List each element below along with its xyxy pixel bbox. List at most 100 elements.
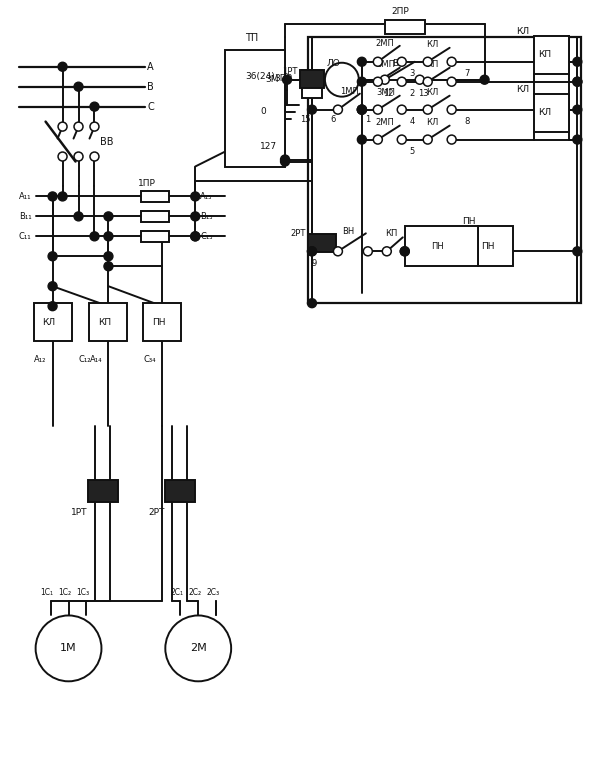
Circle shape bbox=[90, 152, 99, 161]
Text: A: A bbox=[148, 62, 154, 72]
Circle shape bbox=[307, 247, 316, 256]
Circle shape bbox=[307, 247, 316, 256]
Text: A₁₁: A₁₁ bbox=[19, 192, 31, 201]
Circle shape bbox=[104, 262, 113, 271]
Text: 5: 5 bbox=[410, 147, 415, 156]
Bar bbox=[165, 480, 195, 502]
Bar bbox=[535, 94, 569, 132]
Text: ЛО: ЛО bbox=[327, 59, 341, 69]
Circle shape bbox=[573, 247, 582, 256]
Text: 6: 6 bbox=[330, 115, 335, 124]
Circle shape bbox=[397, 77, 406, 86]
Circle shape bbox=[480, 76, 489, 84]
Circle shape bbox=[358, 105, 367, 114]
Text: 2МП: 2МП bbox=[376, 118, 395, 127]
Circle shape bbox=[74, 122, 83, 131]
Text: 1РТ: 1РТ bbox=[71, 508, 87, 517]
Circle shape bbox=[58, 62, 67, 71]
Text: 0: 0 bbox=[260, 107, 266, 116]
Bar bbox=[88, 480, 118, 502]
Circle shape bbox=[74, 82, 83, 91]
Text: 13: 13 bbox=[418, 89, 428, 98]
Text: 7: 7 bbox=[464, 69, 470, 78]
Text: C₁₃: C₁₃ bbox=[200, 232, 213, 241]
Circle shape bbox=[400, 247, 409, 256]
Bar bbox=[385, 20, 425, 34]
Circle shape bbox=[397, 57, 406, 66]
Bar bbox=[308, 234, 336, 252]
Circle shape bbox=[573, 57, 582, 66]
Circle shape bbox=[191, 232, 200, 241]
Bar bbox=[225, 50, 285, 167]
Text: ВВ: ВВ bbox=[100, 136, 114, 146]
Text: 1ПР: 1ПР bbox=[139, 179, 156, 188]
Circle shape bbox=[447, 57, 456, 66]
Bar bbox=[89, 303, 127, 341]
Text: 11: 11 bbox=[460, 242, 470, 251]
Circle shape bbox=[281, 157, 290, 166]
Text: КП: КП bbox=[385, 229, 397, 237]
Bar bbox=[143, 303, 181, 341]
Circle shape bbox=[423, 57, 432, 66]
Text: 15: 15 bbox=[300, 115, 311, 124]
Text: 1РТ: 1РТ bbox=[282, 67, 298, 76]
Text: 4: 4 bbox=[410, 117, 415, 126]
Text: ПН: ПН bbox=[482, 242, 495, 251]
Text: ВН: ВН bbox=[342, 227, 354, 236]
Circle shape bbox=[191, 192, 200, 201]
Text: 2РТ: 2РТ bbox=[148, 508, 165, 517]
Circle shape bbox=[48, 281, 57, 291]
Text: B₁₁: B₁₁ bbox=[19, 212, 31, 221]
Text: 1С₁: 1С₁ bbox=[41, 588, 53, 597]
Circle shape bbox=[104, 232, 113, 241]
Circle shape bbox=[358, 57, 367, 66]
Circle shape bbox=[325, 62, 359, 96]
Text: 1: 1 bbox=[365, 115, 370, 124]
Circle shape bbox=[400, 247, 409, 256]
Text: КЛ: КЛ bbox=[426, 118, 438, 127]
Circle shape bbox=[358, 105, 367, 114]
Circle shape bbox=[397, 105, 406, 114]
Bar bbox=[405, 227, 478, 266]
Text: КЛ: КЛ bbox=[426, 88, 438, 97]
Circle shape bbox=[74, 152, 83, 161]
Text: 1М: 1М bbox=[60, 643, 77, 653]
Circle shape bbox=[48, 192, 57, 201]
Circle shape bbox=[397, 135, 406, 144]
Text: 9: 9 bbox=[312, 259, 317, 268]
Circle shape bbox=[447, 77, 456, 86]
Text: КЛ: КЛ bbox=[517, 27, 530, 36]
Circle shape bbox=[364, 247, 373, 256]
Text: 36(24): 36(24) bbox=[245, 72, 275, 81]
Bar bbox=[142, 211, 169, 222]
Circle shape bbox=[104, 252, 113, 261]
Circle shape bbox=[380, 76, 389, 84]
Bar bbox=[535, 35, 569, 74]
Circle shape bbox=[48, 301, 57, 311]
Text: 3МП: 3МП bbox=[376, 88, 395, 97]
Circle shape bbox=[358, 135, 367, 144]
Circle shape bbox=[373, 135, 382, 144]
Text: 2РТ: 2РТ bbox=[290, 229, 305, 237]
Circle shape bbox=[48, 252, 57, 261]
Bar bbox=[478, 227, 512, 266]
Text: 1С₃: 1С₃ bbox=[77, 588, 89, 597]
Text: 10: 10 bbox=[410, 259, 420, 268]
Text: 3М: 3М bbox=[265, 76, 278, 84]
Bar bbox=[34, 303, 71, 341]
Circle shape bbox=[166, 615, 231, 682]
Text: 1С₂: 1С₂ bbox=[59, 588, 71, 597]
Bar bbox=[142, 231, 169, 242]
Text: 8: 8 bbox=[464, 117, 470, 126]
Circle shape bbox=[35, 615, 101, 682]
Circle shape bbox=[447, 135, 456, 144]
Text: 2С₁: 2С₁ bbox=[170, 588, 184, 597]
Text: B₁₃: B₁₃ bbox=[200, 212, 213, 221]
Text: 3ПР: 3ПР bbox=[274, 74, 292, 83]
Circle shape bbox=[415, 76, 424, 84]
Circle shape bbox=[90, 122, 99, 131]
Circle shape bbox=[358, 77, 367, 86]
Circle shape bbox=[104, 212, 113, 221]
Text: КП: КП bbox=[538, 50, 551, 59]
Text: ТП: ТП bbox=[245, 33, 259, 43]
